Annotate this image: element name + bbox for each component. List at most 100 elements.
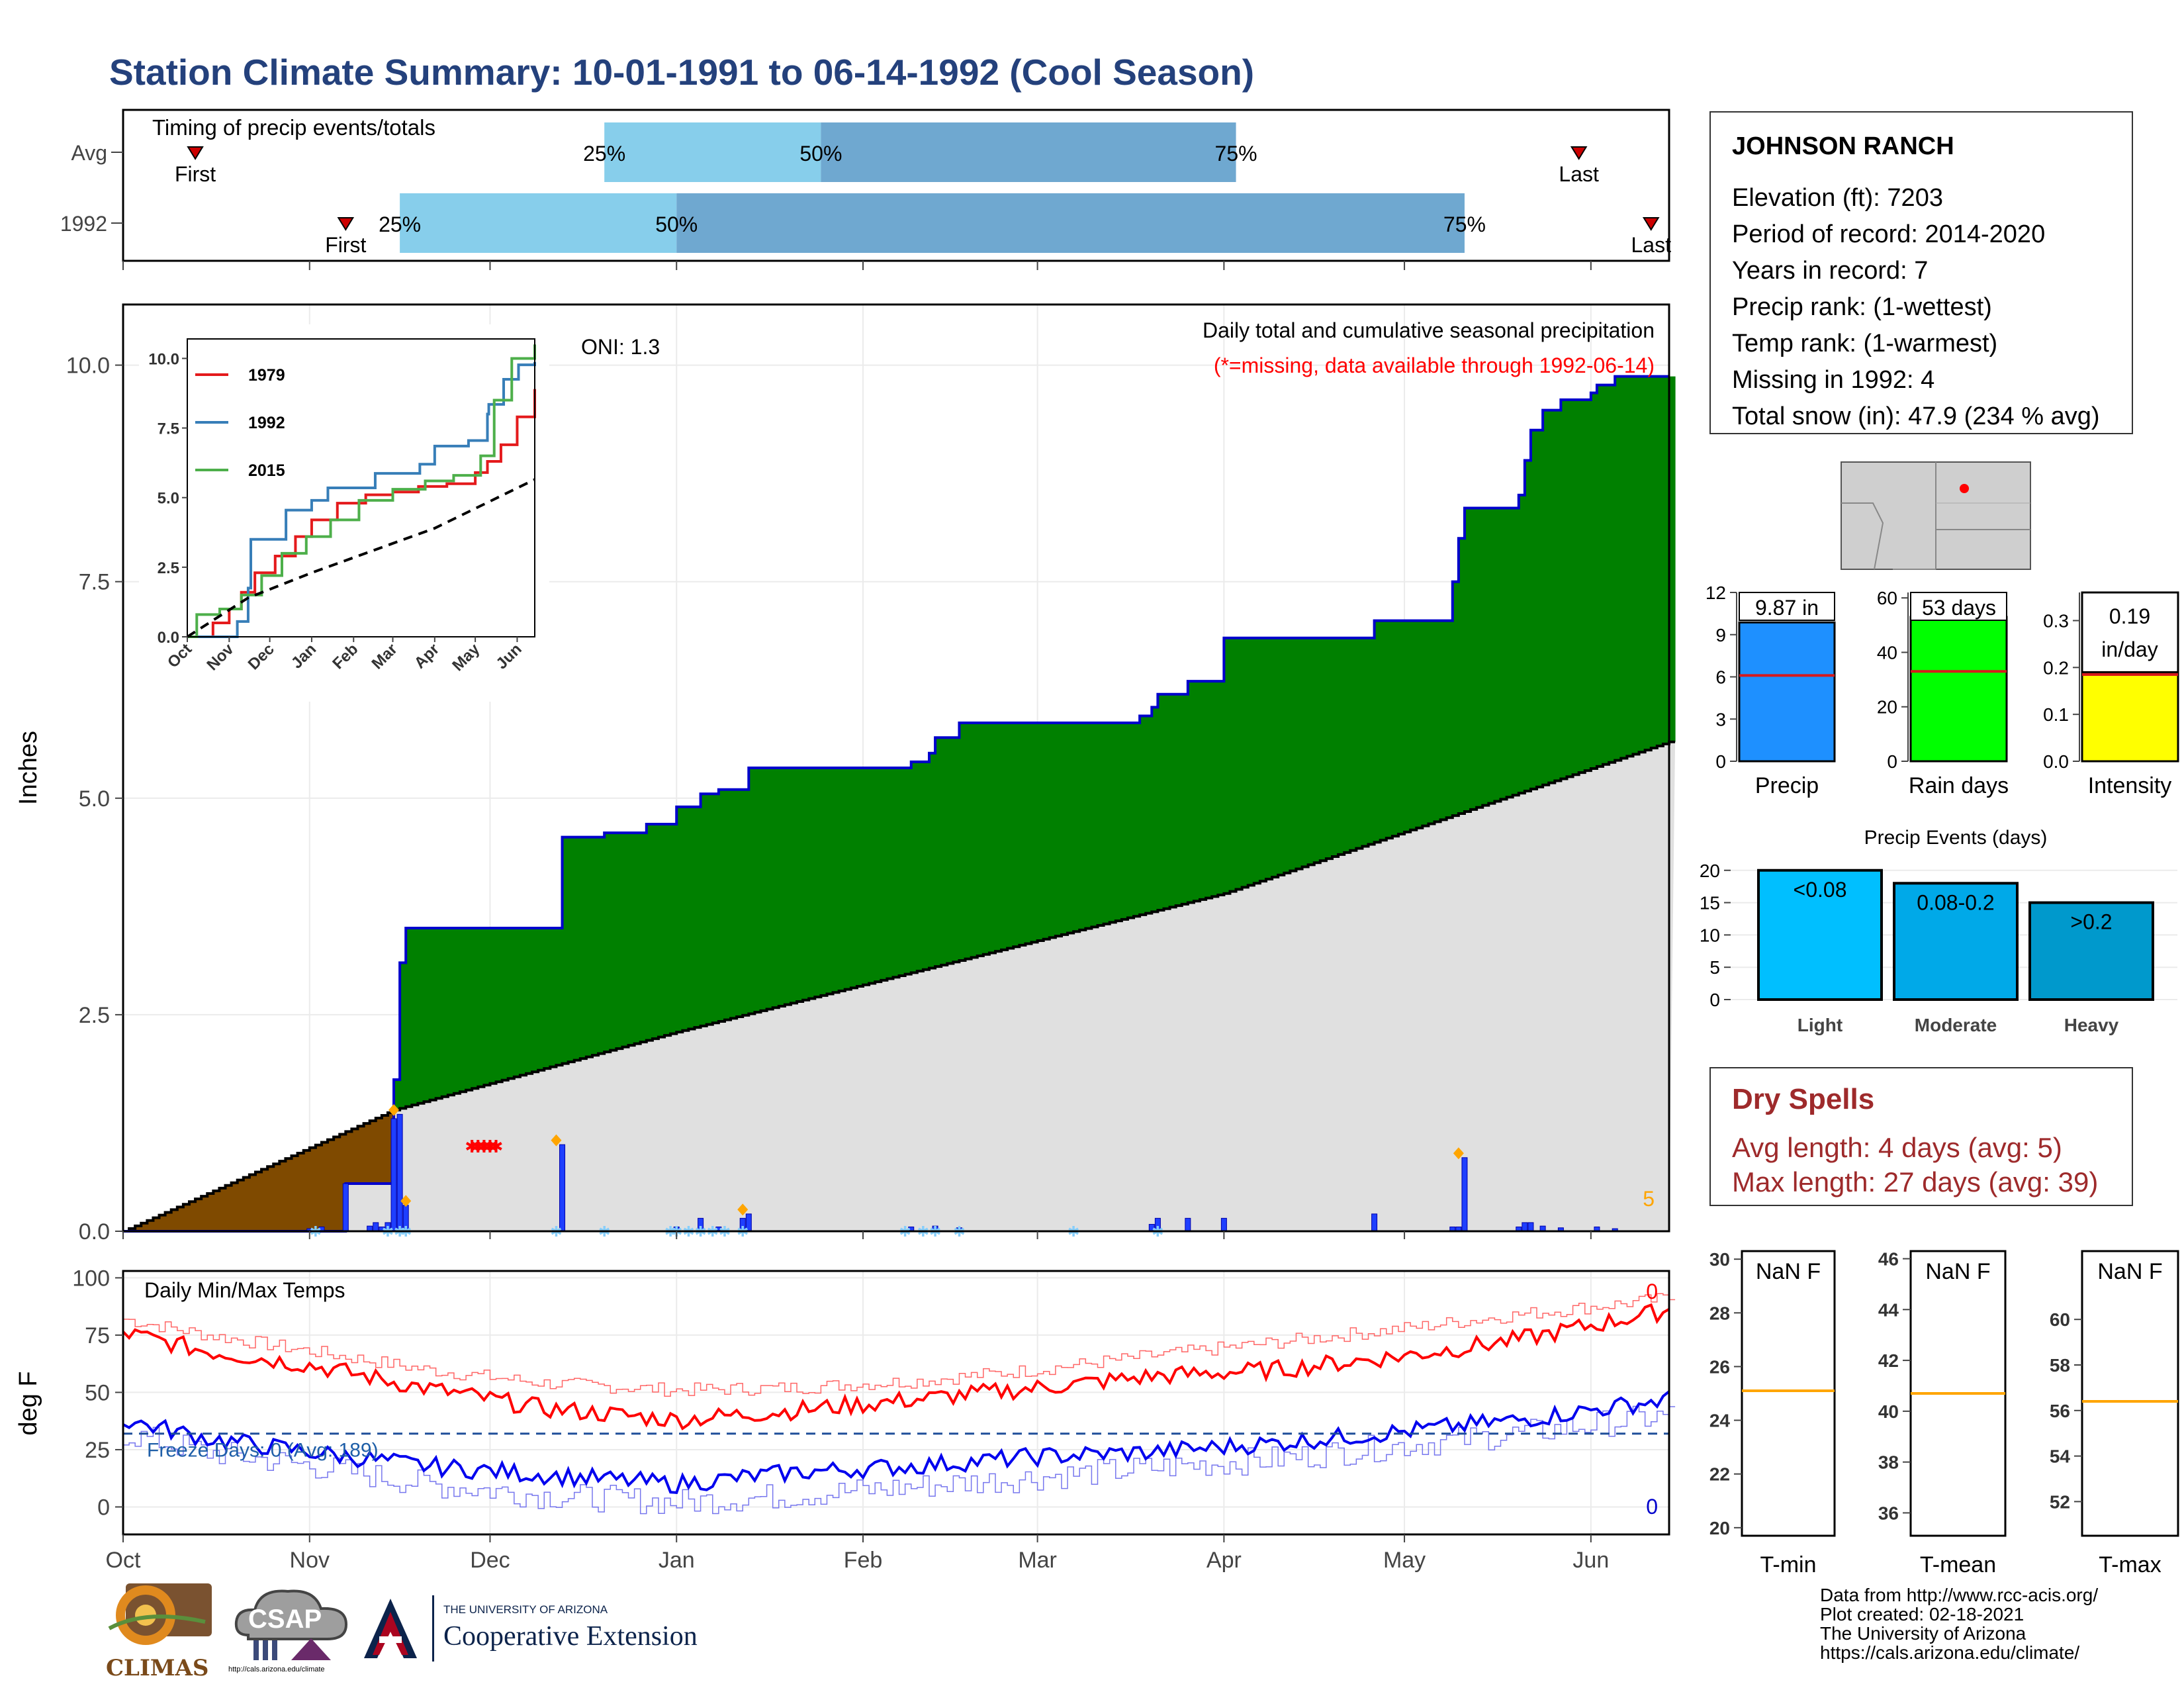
max-event-marker [737, 1203, 749, 1216]
precip-events-bar-light [1757, 868, 1883, 1002]
temp-tmax-frame [2081, 1250, 2179, 1537]
climas-logo-text: CLIMAS [106, 1655, 209, 1681]
daily-precip-bar [559, 1144, 566, 1232]
dry-spells-max: Max length: 27 days (avg: 39) [1732, 1166, 2099, 1197]
inset-y-tick-label: 0.0 [158, 629, 179, 647]
bar-precip-value-label: 9.87 in [1755, 596, 1819, 620]
daily-temps-panel: Freeze Days: 0 (Avg: 189) Daily Min/Max T… [15, 1266, 1676, 1573]
temp-tmin-category-label: T-min [1760, 1552, 1817, 1577]
inset-frame [187, 338, 535, 637]
precip-events-bar-label: <0.08 [1794, 878, 1847, 902]
inset-legend-label-2015: 2015 [248, 461, 285, 480]
bar-intensity-category-label: Intensity [2088, 773, 2172, 798]
temp-x-tick-label: May [1383, 1548, 1426, 1573]
inset-legend-label-1979: 1979 [248, 366, 285, 385]
temp-tmean-y-tick-label: 38 [1878, 1452, 1899, 1473]
timing-first-label-Avg: First [175, 162, 216, 186]
timing-bar-q2-Avg [821, 122, 1236, 182]
csap-logo-url: http://cals.arizona.edu/climate [228, 1665, 325, 1673]
max-event-marker [551, 1134, 562, 1147]
temp-tmean-value-label: NaN F [1925, 1259, 1990, 1284]
timing-last-label-1992: Last [1631, 233, 1671, 257]
temp-y-tick-label: 75 [85, 1323, 110, 1348]
main-y-tick-label: 7.5 [79, 570, 110, 595]
temp-y-tick-label: 25 [85, 1438, 110, 1463]
temp-tmin-y-tick-label: 24 [1709, 1411, 1731, 1431]
temp-tmax-value-label: NaN F [2097, 1259, 2162, 1284]
temp-x-tick-label: Nov [290, 1548, 330, 1573]
footer-line-created: Plot created: 02-18-2021 [1820, 1604, 2025, 1624]
precip-events-bar-label: 0.08-0.2 [1917, 890, 1994, 914]
cumulative-1992-line [123, 375, 1669, 1233]
precip-events-y-tick-label: 0 [1709, 990, 1720, 1010]
temp-tmin-y-tick-label: 28 [1709, 1303, 1730, 1323]
timing-first-marker-1992 [337, 217, 355, 231]
temp-tmax-y-tick-label: 56 [2050, 1401, 2070, 1421]
temp-tmin-frame [1741, 1250, 1836, 1537]
bar-intensity-y-tick-label: 0.1 [2043, 704, 2069, 725]
bar-raindays-value-label: 53 days [1922, 596, 1996, 620]
daily-precip-bar [342, 1183, 349, 1232]
precip-events-bar-heavy [2028, 901, 2154, 1001]
bar-raindays-y-tick-label: 20 [1877, 697, 1897, 718]
temp-x-tick-label: Dec [470, 1548, 510, 1573]
ua-logo-bottom-text: Cooperative Extension [443, 1621, 698, 1652]
temp-x-tick-label: Feb [844, 1548, 883, 1573]
csap-logo: CSAP http://cals.arizona.edu/climate [228, 1582, 354, 1681]
figure-title: Station Climate Summary: 10-01-1991 to 0… [109, 52, 1254, 93]
freeze-days-label: Freeze Days: 0 (Avg: 189) [147, 1440, 379, 1462]
main-chart-title: Daily total and cumulative seasonal prec… [1203, 318, 1655, 342]
temp-x-tick-label: Mar [1018, 1548, 1057, 1573]
average-cumulative-line [123, 740, 1676, 1233]
temp-x-tick-label: Apr [1206, 1548, 1242, 1573]
temp-max-count: 0 [1646, 1280, 1658, 1303]
temp-tmin-y-tick-label: 30 [1709, 1249, 1730, 1270]
temp-tmean-y-tick-label: 46 [1878, 1249, 1899, 1270]
station-name: JOHNSON RANCH [1732, 132, 1954, 160]
bar-raindays-y-tick-label: 60 [1877, 588, 1897, 608]
timing-first-marker-Avg [187, 146, 204, 160]
bar-intensity-value-label: 0.19 [2109, 604, 2150, 628]
bar-raindays-y-tick-label: 40 [1877, 642, 1897, 663]
temp-frame [122, 1270, 1670, 1536]
temp-tmean-y-tick-label: 44 [1878, 1299, 1899, 1320]
temp-plot-background [123, 1271, 1669, 1534]
main-frame [122, 303, 1670, 1233]
temp-tmax-y-tick-label: 52 [2050, 1491, 2070, 1512]
bar-intensity-value-unit: in/day [2101, 637, 2158, 661]
temp-y-tick-label: 100 [72, 1266, 110, 1291]
inset-y-tick-label: 10.0 [148, 350, 179, 368]
temp-x-tick-label: Jun [1572, 1548, 1609, 1573]
dry-spells-box: Dry Spells Avg length: 4 days (avg: 5) M… [1709, 1067, 2133, 1206]
timing-p75-label-Avg: 75% [1215, 142, 1257, 165]
bar-intensity-y-tick-label: 0.3 [2043, 611, 2069, 632]
main-y-axis-label: Inches [15, 731, 42, 805]
timing-last-marker-Avg [1570, 146, 1588, 160]
csap-logo-text: CSAP [248, 1605, 322, 1634]
daily-precip-bar [1220, 1217, 1227, 1232]
bar-intensity-y-tick-label: 0.0 [2043, 751, 2069, 772]
daily-precip-bar [373, 1222, 379, 1232]
timing-label: Timing of precip events/totals [152, 115, 435, 140]
timing-bar-q1-1992 [400, 193, 677, 253]
inset-line-2015 [187, 344, 536, 638]
timing-p25-label-Avg: 25% [583, 142, 625, 165]
daily-precip-bar [1185, 1217, 1191, 1232]
temp-tmin-y-tick-label: 20 [1709, 1518, 1730, 1538]
bar-precip-y-tick-label: 12 [1706, 583, 1726, 603]
inset-background [139, 324, 549, 702]
daily-precip-bar [1461, 1157, 1468, 1232]
main-y-tick-label: 10.0 [66, 353, 110, 379]
bar-intensity-y-tick-label: 0.2 [2043, 657, 2069, 678]
temp-min-count: 0 [1646, 1495, 1658, 1519]
timing-first-label-1992: First [325, 233, 366, 257]
temp-y-tick-label: 0 [97, 1495, 110, 1520]
max-event-marker [400, 1195, 412, 1207]
precip-events-y-tick-label: 15 [1700, 893, 1720, 914]
bar-raindays-y-tick-label: 0 [1887, 751, 1897, 772]
missing-data-marker: ✱ [465, 1137, 479, 1156]
inset-average-line [186, 478, 535, 638]
daily-precip-bar [1371, 1213, 1378, 1232]
